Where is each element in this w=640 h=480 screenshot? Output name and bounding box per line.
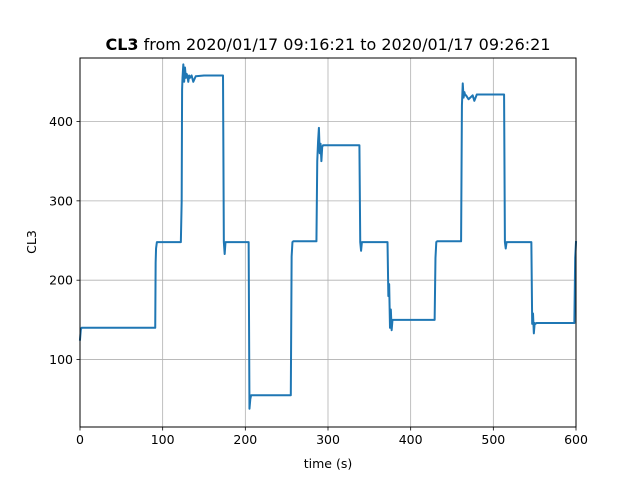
series-line [78,63,578,410]
x-tick-label: 600 [564,432,588,447]
y-tick-label: 300 [49,193,73,208]
y-tick-label: 200 [49,273,73,288]
chart-title-bold: CL3 [105,35,138,54]
x-axis: 0 100 200 300 400 500 600 [76,427,588,447]
grid-lines [79,58,577,427]
chart-title: CL3 from 2020/01/17 09:16:21 to 2020/01/… [105,35,550,54]
y-axis-label: CL3 [24,230,39,254]
x-tick-label: 400 [399,432,423,447]
x-tick-label: 200 [233,432,257,447]
series-group [78,63,578,410]
x-tick-label: 300 [316,432,340,447]
y-tick-label: 400 [49,114,73,129]
x-tick-label: 100 [151,432,175,447]
x-axis-label: time (s) [304,456,352,471]
chart-title-rest: from 2020/01/17 09:16:21 to 2020/01/17 0… [139,35,551,54]
y-axis: 100 200 300 400 [49,114,80,367]
y-tick-label: 100 [49,352,73,367]
x-tick-label: 0 [76,432,84,447]
x-tick-label: 500 [481,432,505,447]
